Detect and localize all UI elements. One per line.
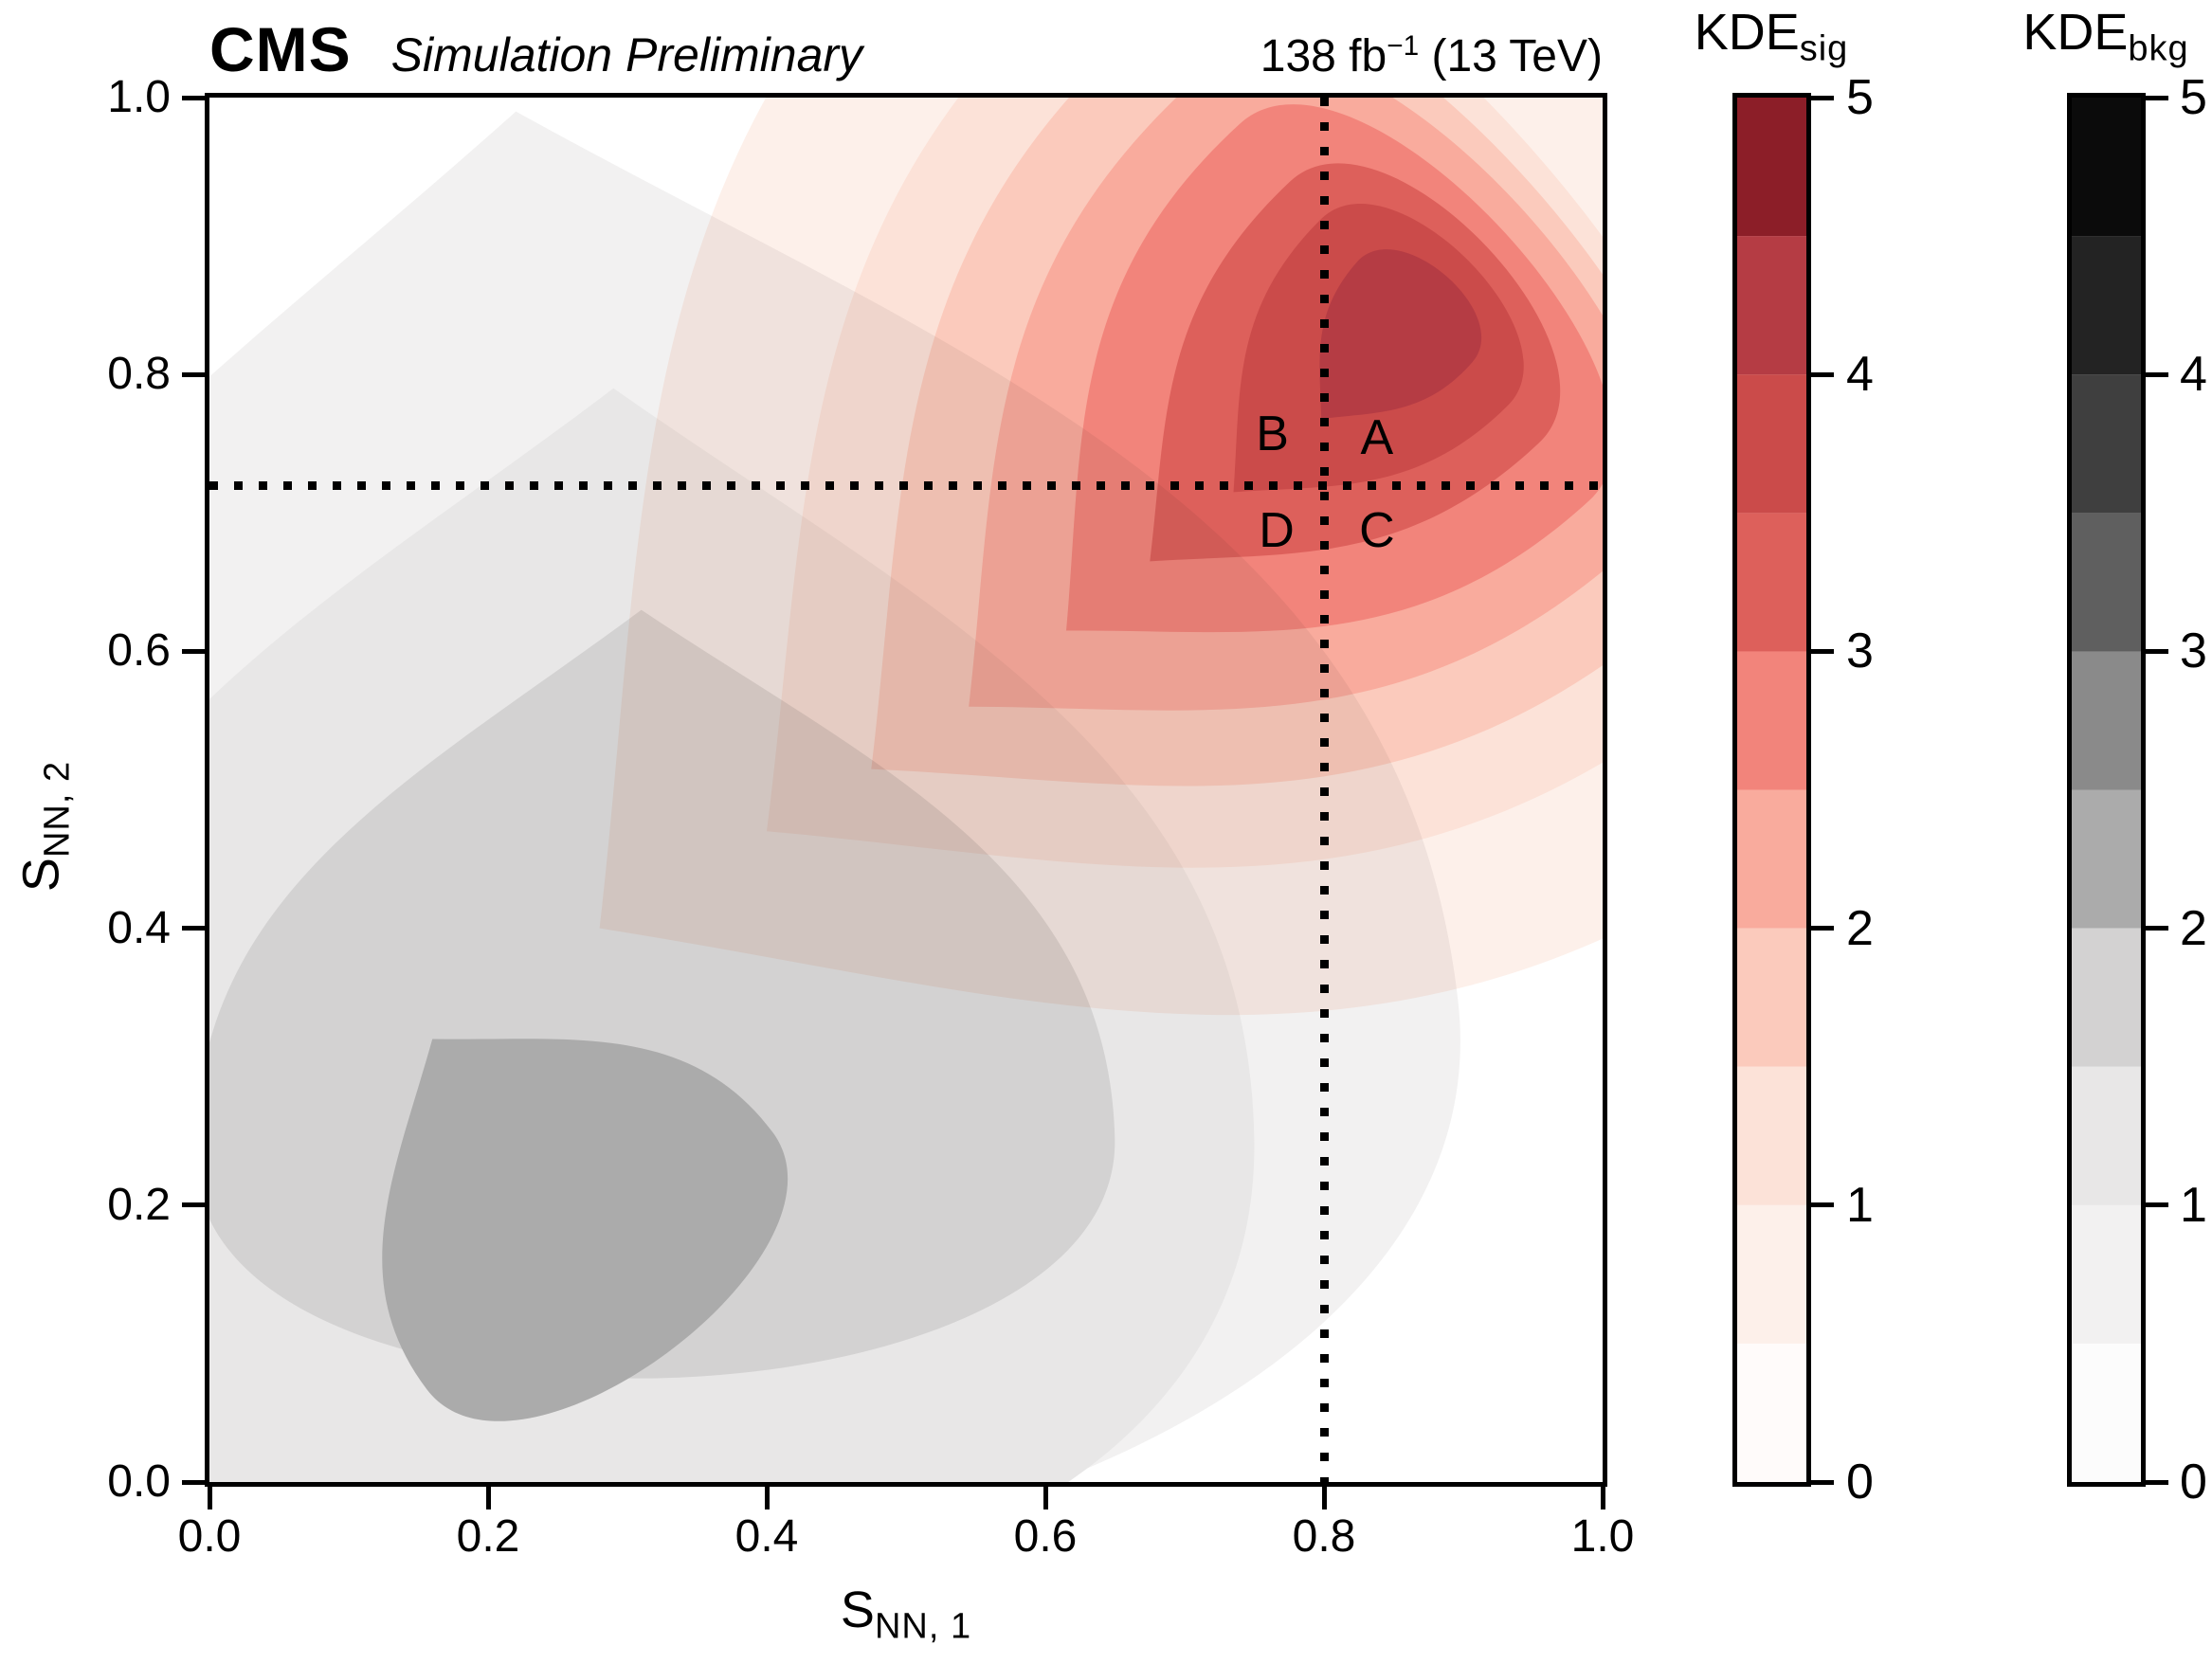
simulation-label: Simulation Preliminary — [390, 28, 863, 81]
colorbar-bkg-tick-label: 2 — [2180, 901, 2207, 956]
x-tick — [1043, 1487, 1048, 1509]
x-tick-label: 0.8 — [1292, 1511, 1356, 1562]
y-tick — [182, 371, 205, 377]
y-tick-label: 0.8 — [107, 349, 171, 399]
luminosity-label: 138 fb−1 (13 TeV) — [1260, 30, 1603, 81]
KDE_bkg-band-2 — [382, 1039, 789, 1421]
colorbar-sig-tick-label: 2 — [1846, 901, 1874, 956]
colorbar-sig-blocks — [1737, 98, 1806, 1482]
y-tick — [182, 1202, 205, 1208]
lumi-exponent: −1 — [1387, 30, 1420, 62]
colorbar-sig-tick — [1811, 1479, 1834, 1485]
x-tick — [764, 1487, 770, 1509]
x-tick-label: 1.0 — [1570, 1511, 1635, 1562]
experiment-label: CMS — [209, 14, 352, 84]
colorbar-bkg-tick — [2146, 648, 2168, 654]
colorbar-bkg-tick — [2146, 95, 2168, 100]
region-label-b: B — [1256, 407, 1289, 462]
colorbar-bkg — [2067, 93, 2146, 1487]
y-tick-label: 0.6 — [107, 625, 171, 676]
colorbar-sig-tick — [1811, 648, 1834, 654]
colorbar-sig-tick-label: 4 — [1846, 347, 1874, 402]
colorbar-bkg-tick-label: 4 — [2180, 347, 2207, 402]
contour-plot — [209, 98, 1603, 1482]
x-tick — [485, 1487, 491, 1509]
colorbar-bkg-tick — [2146, 1479, 2168, 1485]
colorbar-sig-tick — [1811, 95, 1834, 100]
y-tick — [182, 648, 205, 654]
x-tick-label: 0.4 — [734, 1511, 799, 1562]
colorbar-sig-tick-label: 5 — [1846, 70, 1874, 125]
y-tick — [182, 95, 205, 100]
colorbar-sig-tick — [1811, 926, 1834, 931]
y-tick-label: 0.2 — [107, 1180, 171, 1230]
x-tick-label: 0.2 — [456, 1511, 520, 1562]
colorbar-sig-title: KDEsig — [1694, 4, 1849, 69]
cut-line-vertical — [1319, 98, 1329, 1482]
colorbar-sig-tick — [1811, 371, 1834, 377]
colorbar-bkg-tick — [2146, 926, 2168, 931]
y-tick-label: 0.4 — [107, 903, 171, 953]
kde-sig-contours — [599, 98, 1603, 1016]
colorbar-bkg-tick-label: 3 — [2180, 624, 2207, 678]
y-tick — [182, 926, 205, 931]
x-axis-title: SNN, 1 — [840, 1582, 972, 1647]
x-tick-label: 0.6 — [1013, 1511, 1078, 1562]
colorbar-sig-tick-label: 1 — [1846, 1178, 1874, 1233]
title-row: CMS Simulation Preliminary 138 fb−1 (13 … — [209, 0, 1603, 91]
region-label-a: A — [1360, 410, 1394, 466]
y-tick — [182, 1479, 205, 1485]
x-tick — [1321, 1487, 1327, 1509]
y-tick-label: 1.0 — [107, 72, 171, 122]
y-tick-label: 0.0 — [107, 1456, 171, 1507]
plot-area: A B C D — [205, 93, 1607, 1487]
colorbar-bkg-tick — [2146, 1202, 2168, 1208]
y-axis-title: SNN, 2 — [12, 760, 78, 893]
region-label-c: C — [1359, 503, 1395, 559]
colorbar-bkg-blocks — [2072, 98, 2141, 1482]
colorbar-sig-tick-label: 0 — [1846, 1455, 1874, 1509]
region-label-d: D — [1259, 503, 1295, 559]
x-tick — [1600, 1487, 1605, 1509]
colorbar-sig — [1732, 93, 1811, 1487]
colorbar-bkg-tick-label: 0 — [2180, 1455, 2207, 1509]
colorbar-bkg-tick — [2146, 371, 2168, 377]
colorbar-bkg-tick-label: 5 — [2180, 70, 2207, 125]
x-tick-label: 0.0 — [177, 1511, 242, 1562]
KDE_sig-band-4 — [1319, 249, 1482, 419]
colorbar-bkg-tick-label: 1 — [2180, 1178, 2207, 1233]
colorbar-sig-tick — [1811, 1202, 1834, 1208]
cut-line-horizontal — [209, 480, 1603, 490]
colorbar-sig-tick-label: 3 — [1846, 624, 1874, 678]
colorbar-bkg-title: KDEbkg — [2022, 4, 2189, 69]
x-tick — [207, 1487, 212, 1509]
